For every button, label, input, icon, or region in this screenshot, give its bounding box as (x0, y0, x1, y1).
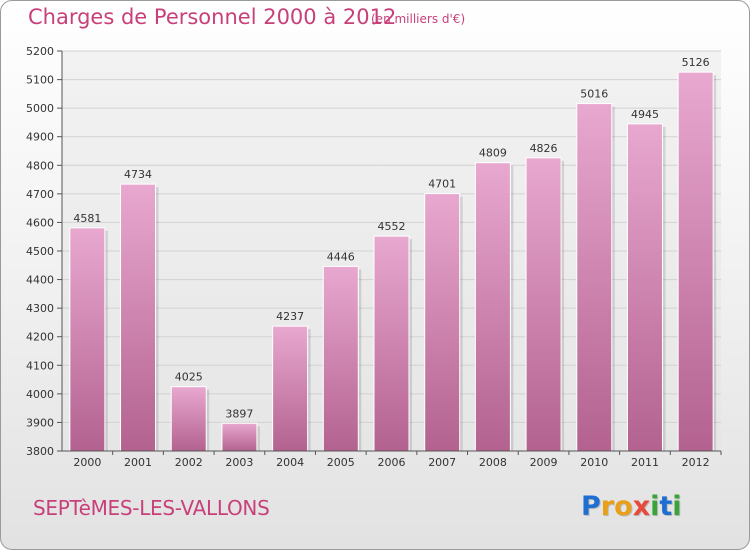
bar (677, 71, 714, 452)
proxiti-logo[interactable]: Proxiti (581, 491, 682, 522)
logo-letter: r (600, 491, 615, 522)
y-tick-label: 4900 (26, 131, 54, 144)
data-label: 4446 (327, 250, 355, 263)
bar (474, 162, 511, 452)
bar (170, 386, 207, 452)
bar (424, 193, 461, 452)
y-tick-label: 4300 (26, 302, 54, 315)
bar (272, 325, 309, 452)
data-label: 4734 (124, 168, 152, 181)
x-tick-label: 2012 (682, 456, 710, 469)
chart-title: Charges de Personnel 2000 à 2012 (28, 5, 397, 29)
data-label: 4701 (428, 178, 456, 191)
x-tick-label: 2010 (580, 456, 608, 469)
x-tick-label: 2008 (479, 456, 507, 469)
x-tick-label: 2005 (327, 456, 355, 469)
data-label: 4025 (175, 371, 203, 384)
y-tick-label: 4500 (26, 245, 54, 258)
bar (626, 123, 663, 452)
logo-letter: i (672, 491, 682, 522)
y-tick-label: 4100 (26, 359, 54, 372)
x-tick-label: 2002 (175, 456, 203, 469)
bar (373, 235, 410, 452)
x-tick-label: 2001 (124, 456, 152, 469)
y-tick-label: 4400 (26, 274, 54, 287)
x-tick-label: 2011 (631, 456, 659, 469)
y-tick-label: 4000 (26, 388, 54, 401)
y-tick-label: 5100 (26, 74, 54, 87)
data-label: 5126 (682, 56, 710, 69)
bar (576, 103, 613, 452)
x-tick-label: 2004 (276, 456, 304, 469)
y-tick-label: 3900 (26, 416, 54, 429)
y-tick-label: 5000 (26, 102, 54, 115)
bar (322, 265, 359, 452)
x-tick-label: 2003 (225, 456, 253, 469)
x-tick-label: 2000 (73, 456, 101, 469)
data-label: 5016 (580, 88, 608, 101)
y-tick-label: 4200 (26, 331, 54, 344)
data-label: 4809 (479, 147, 507, 160)
y-tick-label: 4600 (26, 216, 54, 229)
logo-letter: i (650, 491, 660, 522)
data-label: 3897 (225, 407, 253, 420)
y-tick-label: 3800 (26, 445, 54, 458)
data-label: 4581 (73, 212, 101, 225)
x-tick-label: 2007 (428, 456, 456, 469)
bar (525, 157, 562, 452)
y-tick-label: 5200 (26, 45, 54, 58)
data-label: 4552 (378, 220, 406, 233)
bar (69, 227, 106, 452)
y-tick-label: 4800 (26, 159, 54, 172)
data-label: 4237 (276, 310, 304, 323)
chart-subtitle: (en milliers d'€) (371, 12, 466, 26)
logo-letter: x (632, 491, 651, 522)
data-label: 4826 (530, 142, 558, 155)
x-tick-label: 2006 (378, 456, 406, 469)
bar (221, 422, 258, 452)
data-label: 4945 (631, 108, 659, 121)
logo-letter: t (659, 491, 673, 522)
logo-letter: o (614, 491, 633, 522)
logo-letter: P (581, 491, 601, 522)
y-tick-label: 4700 (26, 188, 54, 201)
bar (120, 183, 157, 452)
commune-name: SEPTèMES-LES-VALLONS (33, 496, 270, 520)
x-tick-label: 2009 (530, 456, 558, 469)
